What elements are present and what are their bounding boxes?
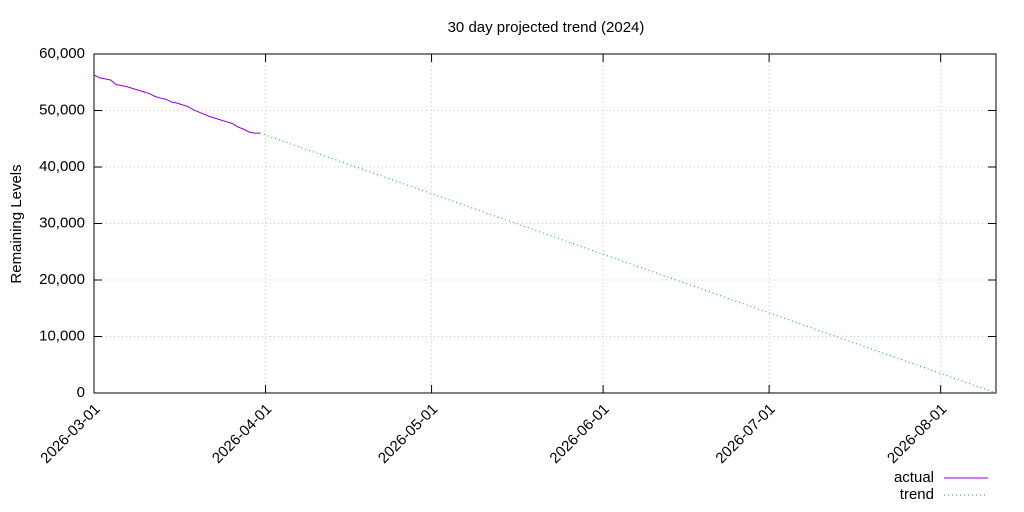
x-tick-label: 2026-06-01	[546, 401, 612, 467]
chart-title: 30 day projected trend (2024)	[448, 19, 645, 36]
plot-border	[93, 53, 997, 394]
y-tick-label: 40,000	[39, 158, 85, 175]
legend-label: actual	[894, 469, 934, 486]
y-tick-label: 50,000	[39, 101, 85, 118]
y-tick-label: 30,000	[39, 214, 85, 231]
x-tick-label: 2026-08-01	[884, 401, 950, 467]
x-tick-label: 2026-05-01	[375, 401, 441, 467]
y-tick-label: 20,000	[39, 271, 85, 288]
y-tick-label: 10,000	[39, 327, 85, 344]
x-tick-label: 2026-04-01	[209, 401, 275, 467]
y-tick-label: 60,000	[39, 45, 85, 62]
series-line	[93, 74, 261, 134]
legend-label: trend	[900, 486, 934, 503]
x-tick-label: 2026-07-01	[712, 401, 778, 467]
series-line	[259, 132, 997, 394]
y-axis-label: Remaining Levels	[8, 164, 25, 283]
x-tick-label: 2026-03-01	[37, 401, 103, 467]
y-tick-label: 0	[77, 384, 85, 401]
